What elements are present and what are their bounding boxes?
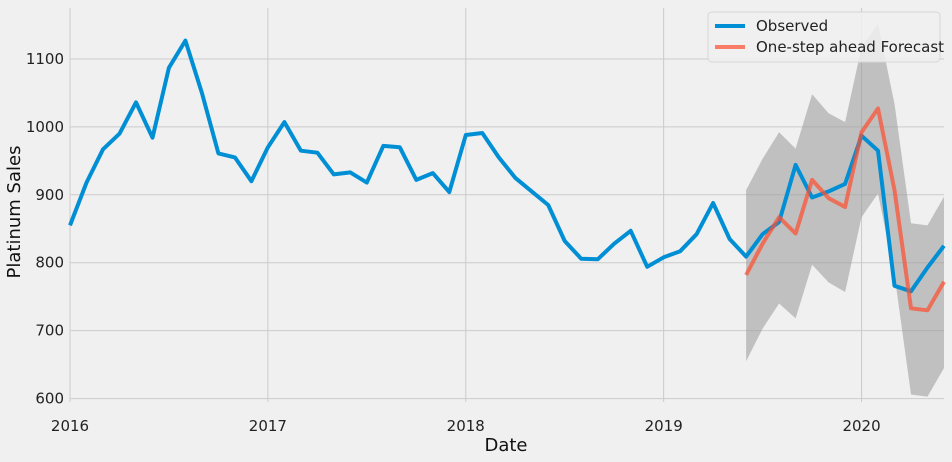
series-lines <box>68 38 946 313</box>
forecast-confidence-band <box>746 23 944 397</box>
legend: Observed One-step ahead Forecast <box>707 11 944 63</box>
x-tick-label: 2017 <box>249 417 287 435</box>
observed-line <box>68 38 946 294</box>
legend-label: Observed <box>756 17 828 35</box>
legend-box <box>707 11 941 63</box>
y-tick-label: 700 <box>35 322 64 340</box>
y-tick-label: 900 <box>35 186 64 204</box>
legend-label: One-step ahead Forecast <box>756 38 944 56</box>
y-tick-label: 600 <box>35 390 64 408</box>
y-axis-label: Platinum Sales <box>4 146 25 279</box>
y-tick-label: 800 <box>35 254 64 272</box>
x-tick-label: 2018 <box>447 417 485 435</box>
one-step-ahead-forecast-line <box>744 106 946 313</box>
x-tick-label: 2020 <box>842 417 880 435</box>
x-axis-label: Date <box>484 435 527 456</box>
x-tick-label: 2019 <box>645 417 683 435</box>
x-tick-label: 2016 <box>51 417 89 435</box>
y-tick-label: 1000 <box>26 118 64 136</box>
tick-labels: 600 700 800 900 1000 1100 2016 2017 2018 2019 2020 <box>26 50 881 435</box>
y-tick-label: 1100 <box>26 50 64 68</box>
confidence-band <box>746 23 944 397</box>
